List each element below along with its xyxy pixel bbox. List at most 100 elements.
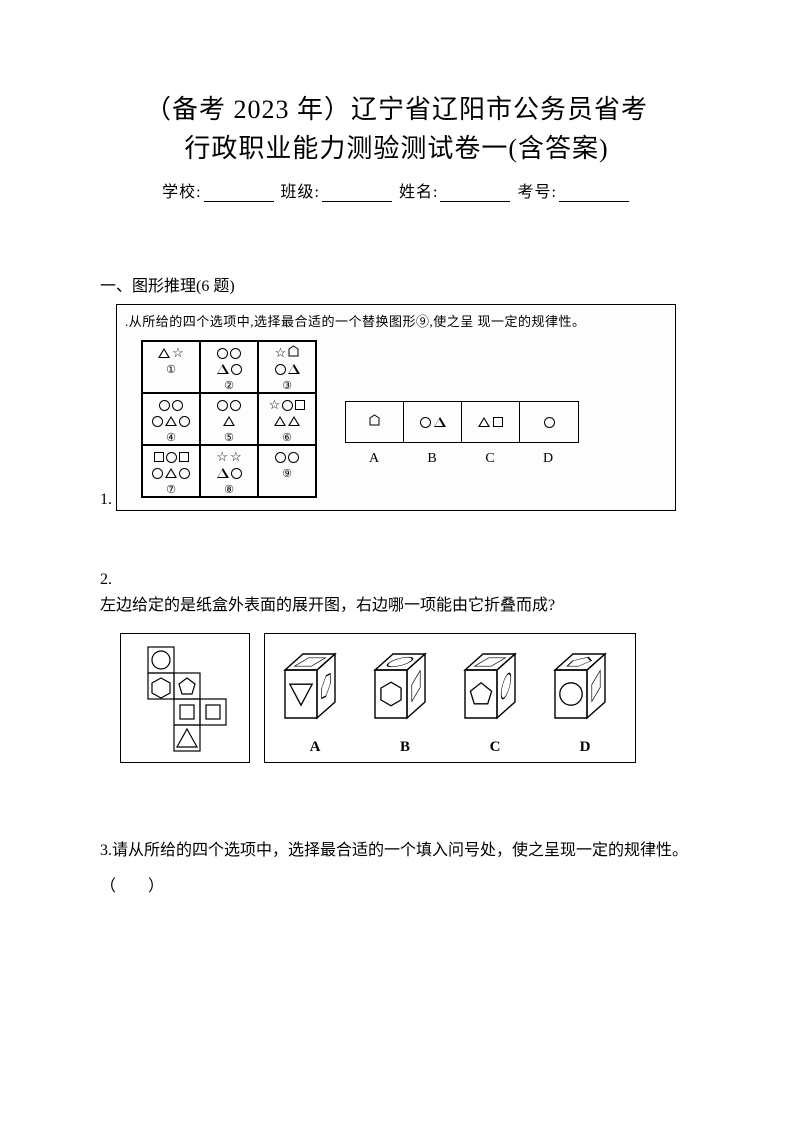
q2-net (120, 633, 250, 763)
circle-icon (217, 400, 228, 411)
square-icon (179, 452, 189, 462)
circle-icon (166, 452, 177, 463)
triangle-icon (223, 416, 235, 426)
option-cell[interactable] (520, 402, 578, 442)
q2-text: 左边给定的是纸盒外表面的展开图，右边哪一项能由它折叠而成? (100, 593, 693, 619)
circle-icon (172, 400, 183, 411)
star-icon: ☆ (172, 347, 184, 359)
triangle-icon (434, 417, 446, 427)
star-icon: ☆ (230, 451, 242, 463)
grid-cell: ☆⑥ (258, 393, 316, 445)
option-label: D (519, 451, 577, 467)
q1-number: 1. (100, 491, 112, 511)
option-cell[interactable] (462, 402, 520, 442)
q1-grid: ☆①②☆③④⑤☆⑥⑦☆☆⑧⑨ (141, 340, 317, 498)
pentagon-icon (288, 344, 299, 362)
square-icon (154, 452, 164, 462)
cube-icon (365, 646, 445, 733)
triangle-icon (288, 416, 300, 426)
q3-text: 3.请从所给的四个选项中，选择最合适的一个填入问号处，使之呈现一定的规律性。（ … (100, 833, 693, 907)
star-icon: ☆ (216, 451, 228, 463)
pentagon-icon (369, 413, 380, 431)
cube-label: D (580, 739, 591, 756)
cell-number: ⑥ (282, 431, 292, 444)
triangle-icon (158, 348, 170, 358)
grid-cell: ☆③ (258, 341, 316, 393)
circle-icon (179, 416, 190, 427)
cube-option[interactable]: B (365, 646, 445, 756)
circle-icon (179, 468, 190, 479)
option-label: B (403, 451, 461, 467)
circle-icon (159, 400, 170, 411)
grid-cell: ☆① (142, 341, 200, 393)
option-label: C (461, 451, 519, 467)
q2-options: A B C (264, 633, 636, 763)
cell-number: ① (166, 363, 176, 376)
star-icon: ☆ (275, 347, 287, 359)
q2-figure: A B C (120, 633, 693, 763)
examno-blank[interactable] (559, 184, 629, 202)
circle-icon (282, 400, 293, 411)
q1-figure: .从所给的四个选项中,选择最合适的一个替换图形⑨,使之呈 现一定的规律性。 ☆①… (116, 304, 676, 511)
square-icon (493, 417, 503, 427)
triangle-icon (165, 468, 177, 478)
circle-icon (544, 417, 555, 428)
circle-icon (217, 348, 228, 359)
question-1: 1. .从所给的四个选项中,选择最合适的一个替换图形⑨,使之呈 现一定的规律性。… (100, 304, 693, 511)
cube-icon (455, 646, 535, 733)
circle-icon (288, 452, 299, 463)
cell-number: ⑦ (166, 483, 176, 496)
cube-icon (545, 646, 625, 733)
cube-option[interactable]: C (455, 646, 535, 756)
circle-icon (152, 416, 163, 427)
triangle-icon (288, 364, 300, 374)
title-line-2: 行政职业能力测验测试卷一(含答案) (100, 129, 693, 168)
class-blank[interactable] (322, 184, 392, 202)
circle-icon (230, 348, 241, 359)
cell-number: ⑧ (224, 483, 234, 496)
q1-instruction: .从所给的四个选项中,选择最合适的一个替换图形⑨,使之呈 现一定的规律性。 (117, 305, 675, 340)
question-2: 2. 左边给定的是纸盒外表面的展开图，右边哪一项能由它折叠而成? (100, 571, 693, 763)
school-blank[interactable] (204, 184, 274, 202)
cube-label: C (490, 739, 501, 756)
triangle-icon (274, 416, 286, 426)
grid-cell: ⑨ (258, 445, 316, 497)
star-icon: ☆ (269, 399, 281, 411)
class-label: 班级: (281, 184, 320, 201)
square-icon (295, 400, 305, 410)
cube-label: B (400, 739, 410, 756)
q2-number: 2. (100, 571, 693, 589)
name-blank[interactable] (440, 184, 510, 202)
circle-icon (275, 364, 286, 375)
grid-cell: ② (200, 341, 258, 393)
triangle-icon (217, 468, 229, 478)
circle-icon (152, 468, 163, 479)
circle-icon (275, 452, 286, 463)
cube-label: A (310, 739, 321, 756)
cube-option[interactable]: D (545, 646, 625, 756)
triangle-icon (217, 364, 229, 374)
circle-icon (420, 417, 431, 428)
net-svg (130, 643, 240, 753)
grid-cell: ⑦ (142, 445, 200, 497)
option-label: A (345, 451, 403, 467)
triangle-icon (478, 417, 490, 427)
cell-number: ② (224, 379, 234, 392)
circle-icon (231, 468, 242, 479)
examno-label: 考号: (517, 184, 556, 201)
cell-number: ⑨ (282, 467, 292, 480)
title-line-1: （备考 2023 年）辽宁省辽阳市公务员省考 (100, 90, 693, 129)
question-3: 3.请从所给的四个选项中，选择最合适的一个填入问号处，使之呈现一定的规律性。（ … (100, 833, 693, 907)
option-cell[interactable] (346, 402, 404, 442)
section-1-title: 一、图形推理(6 题) (100, 272, 693, 296)
triangle-icon (165, 416, 177, 426)
grid-cell: ☆☆ ⑧ (200, 445, 258, 497)
student-info-row: 学校: 班级: 姓名: 考号: (100, 178, 693, 202)
name-label: 姓名: (399, 184, 438, 201)
grid-cell: ④ (142, 393, 200, 445)
option-cell[interactable] (404, 402, 462, 442)
circle-icon (230, 400, 241, 411)
circle-icon (231, 364, 242, 375)
cube-option[interactable]: A (275, 646, 355, 756)
school-label: 学校: (162, 184, 201, 201)
